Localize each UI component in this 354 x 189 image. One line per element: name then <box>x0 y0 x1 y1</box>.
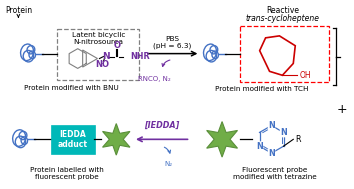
Text: NHR: NHR <box>130 52 150 61</box>
Text: O: O <box>114 41 121 50</box>
Text: Latent bicyclic
N-nitrosourea: Latent bicyclic N-nitrosourea <box>72 32 125 45</box>
Text: OH: OH <box>299 71 311 80</box>
Text: +: + <box>336 103 347 116</box>
Polygon shape <box>103 124 130 155</box>
Text: Fluorescent probe
modified with tetrazine: Fluorescent probe modified with tetrazin… <box>233 167 316 180</box>
Text: N: N <box>256 142 263 151</box>
Text: [IEDDA]: [IEDDA] <box>144 120 179 129</box>
Text: NO: NO <box>96 60 109 69</box>
Text: N: N <box>268 121 275 130</box>
Text: N₂: N₂ <box>165 161 173 167</box>
Text: N: N <box>268 149 275 158</box>
Text: Protein: Protein <box>5 6 32 15</box>
Text: PBS: PBS <box>166 36 179 42</box>
Text: N: N <box>103 52 110 61</box>
Text: RNCO, N₂: RNCO, N₂ <box>138 76 171 82</box>
FancyBboxPatch shape <box>51 125 95 154</box>
Polygon shape <box>207 122 238 157</box>
Text: Reactive: Reactive <box>266 6 299 15</box>
Text: N: N <box>280 128 287 137</box>
Text: Protein labelled with
fluorescent probe: Protein labelled with fluorescent probe <box>30 167 104 180</box>
Text: IEDDA
adduct: IEDDA adduct <box>58 130 88 149</box>
Text: Protein modified with TCH: Protein modified with TCH <box>215 86 308 92</box>
Text: trans-cycloheptene: trans-cycloheptene <box>245 14 319 23</box>
Text: Protein modified with BNU: Protein modified with BNU <box>24 85 119 91</box>
Text: R: R <box>295 135 301 144</box>
Text: (pH = 6.3): (pH = 6.3) <box>153 42 192 49</box>
